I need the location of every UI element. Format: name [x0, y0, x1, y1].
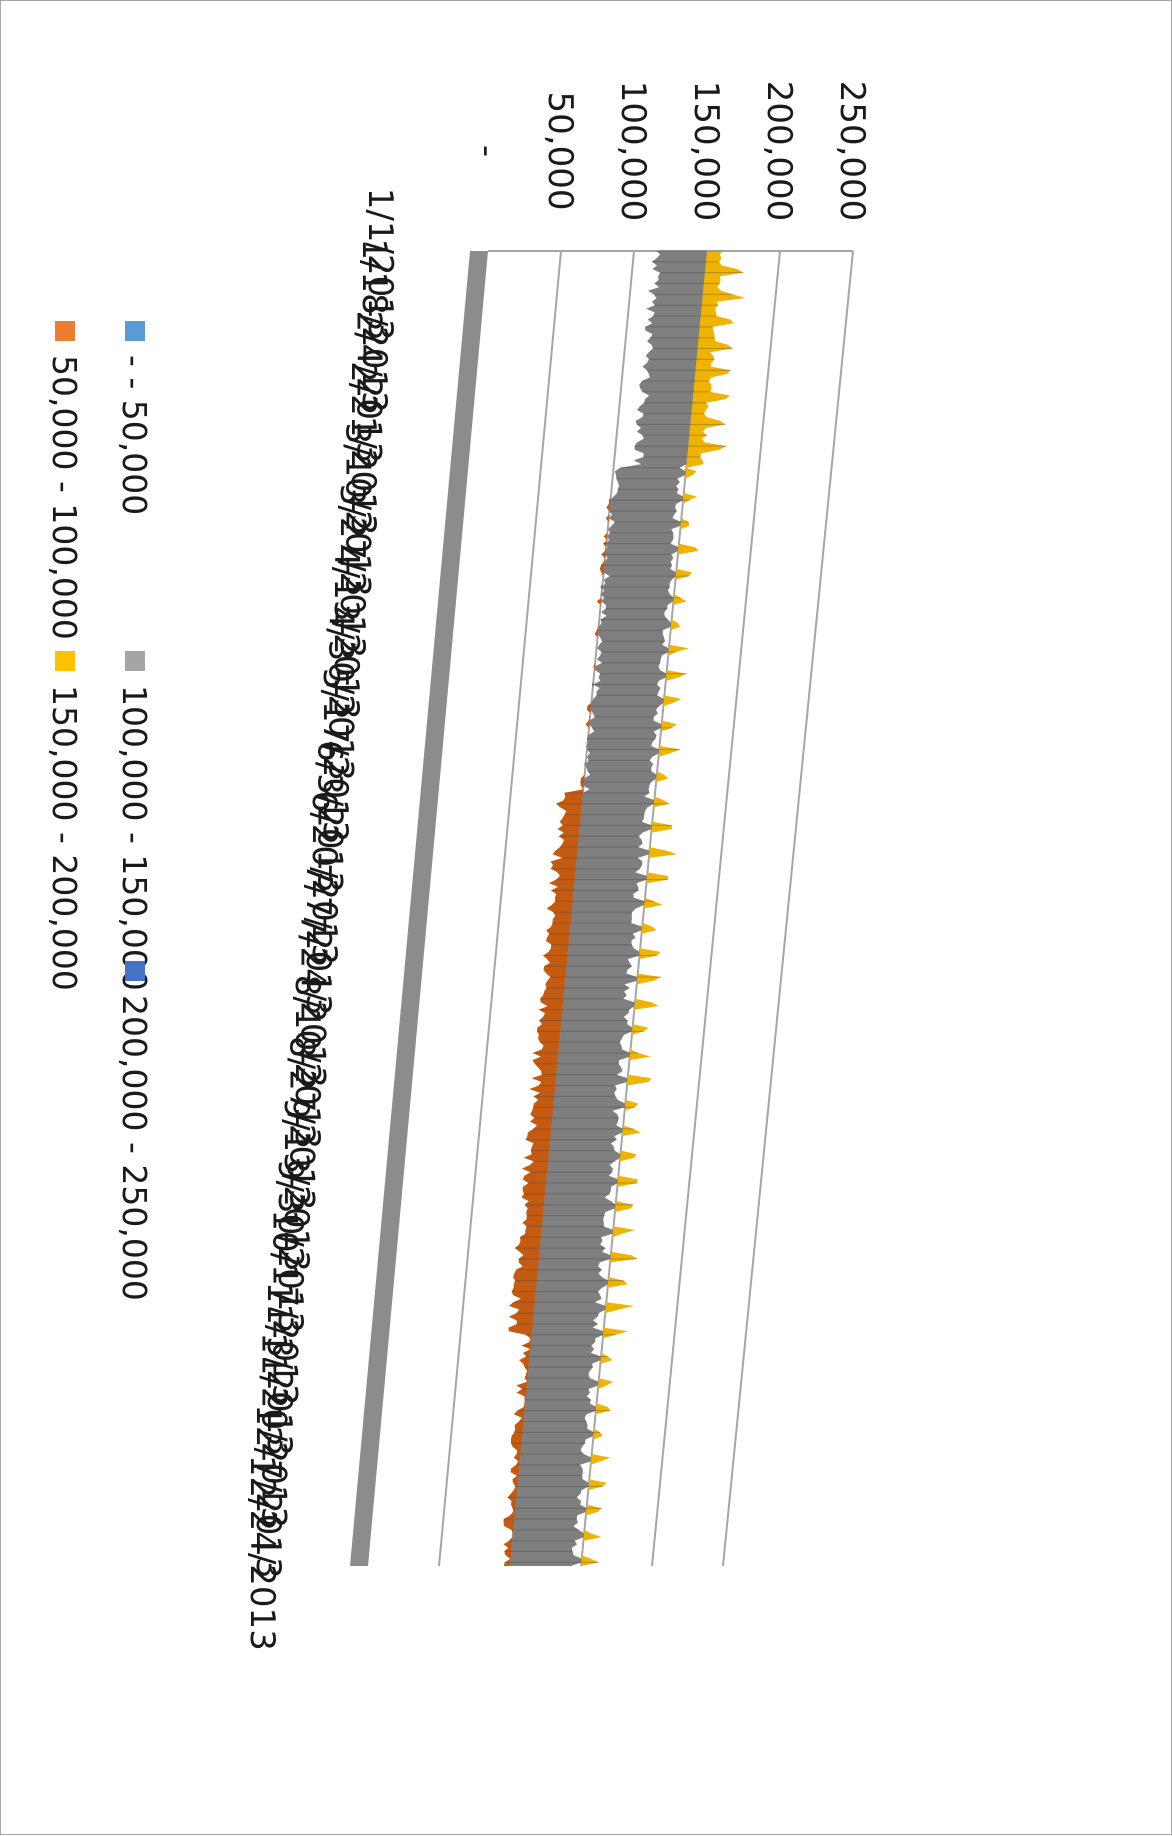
legend: - - 50,000 50,000 - 100,000 100,000 - 150,…: [45, 321, 154, 1301]
legend-label: 100,000 - 150,000: [115, 685, 154, 991]
x-tick-label: 6/3/2013: [309, 740, 349, 893]
y-tick-label: -: [467, 145, 507, 157]
x-tick-label: 12/24/2013: [242, 1455, 282, 1651]
x-tick-label: 6/20/2013: [304, 791, 344, 965]
x-tick-label: 1/1/2013: [360, 188, 400, 341]
x-tick-label: 11/20/2013: [253, 1332, 293, 1528]
legend-label: 200,000 - 250,000: [115, 995, 154, 1301]
legend-swatch: [125, 651, 145, 671]
x-tick-label: 4/30/2013: [321, 607, 361, 781]
legend-swatch: [125, 961, 145, 981]
axes: [350, 251, 488, 1566]
base-axis: [350, 251, 488, 1566]
x-tick-label: 2/4/2013: [349, 311, 389, 464]
legend-swatch: [55, 321, 75, 341]
surface-band-150k-200k: [581, 251, 746, 1566]
legend-swatch: [55, 651, 75, 671]
y-tick-label: 50,000: [540, 92, 580, 211]
legend-swatch: [125, 321, 145, 341]
legend-label: 50,000 - 100,000: [45, 355, 84, 640]
y-tick-label: 100,000: [613, 81, 653, 222]
surface-area: [503, 250, 780, 1566]
x-tick-label: 3/10/2013: [337, 422, 377, 596]
surface-band-50k-100k: [503, 251, 634, 1566]
x-tick-label: 7/7/2013: [298, 863, 338, 1016]
x-tick-label: 9/13/2013: [276, 1097, 316, 1271]
x-tick-label: 8/10/2013: [287, 975, 327, 1149]
y-tick-label: 250,000: [832, 81, 872, 222]
legend-label: - - 50,000: [115, 355, 154, 515]
x-tick-label: 12/7/2013: [248, 1404, 288, 1578]
gridline: [722, 250, 854, 1567]
x-tick-label: 7/24/2013: [293, 913, 333, 1087]
y-tick-label: 200,000: [759, 81, 799, 222]
x-tick-label: 2/21/2013: [343, 361, 383, 535]
x-tick-label: 9/30/2013: [270, 1159, 310, 1333]
x-tick-label: 5/17/2013: [315, 668, 355, 842]
surface-band-100k-150k: [510, 251, 707, 1566]
x-tick-label: 3/27/2013: [332, 484, 372, 658]
gridline: [438, 250, 562, 1567]
x-tick-label: 1/18/2013: [354, 238, 394, 412]
x-tick-label: 11/3/2013: [259, 1282, 299, 1456]
legend-label: 150,000 - 200,000: [45, 685, 84, 991]
y-tick-label: 150,000: [686, 81, 726, 222]
gridline: [651, 250, 781, 1567]
x-tick-label: 4/13/2013: [326, 545, 366, 719]
tick-labels: - 50,000 100,000 150,000 200,000 250,000 1/1/2…: [242, 81, 872, 1651]
x-tick-label: 8/27/2013: [281, 1036, 321, 1210]
x-tick-label: 10/17/2013: [265, 1209, 305, 1405]
